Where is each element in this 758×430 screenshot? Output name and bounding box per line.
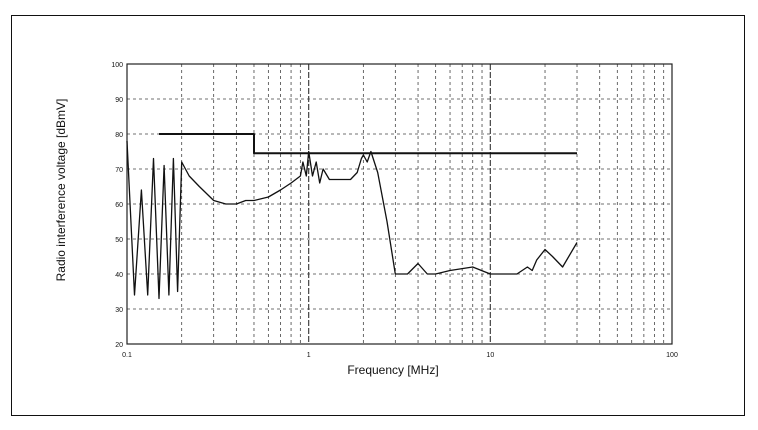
y-axis-label: Radio interference voltage [dBmV] bbox=[54, 98, 68, 282]
x-tick-label: 0.1 bbox=[122, 352, 132, 359]
y-tick-label: 60 bbox=[115, 202, 123, 209]
x-tick-label: 1 bbox=[307, 352, 311, 359]
y-tick-label: 40 bbox=[115, 272, 123, 279]
y-tick-label: 50 bbox=[115, 237, 123, 244]
y-tick-label: 90 bbox=[115, 97, 123, 104]
plot-area-border bbox=[126, 63, 673, 345]
y-tick-label: 100 bbox=[111, 62, 123, 69]
y-tick-label: 70 bbox=[115, 167, 123, 174]
x-tick-label: 10 bbox=[486, 352, 494, 359]
y-tick-label: 80 bbox=[115, 132, 123, 139]
y-tick-label: 30 bbox=[115, 307, 123, 314]
measurement-line bbox=[126, 140, 578, 300]
y-tick-label: 20 bbox=[115, 342, 123, 349]
limit-line bbox=[159, 133, 577, 155]
x-axis-label: Frequency [MHz] bbox=[347, 363, 439, 377]
figure-frame bbox=[11, 15, 745, 416]
x-tick-label: 100 bbox=[666, 352, 678, 359]
